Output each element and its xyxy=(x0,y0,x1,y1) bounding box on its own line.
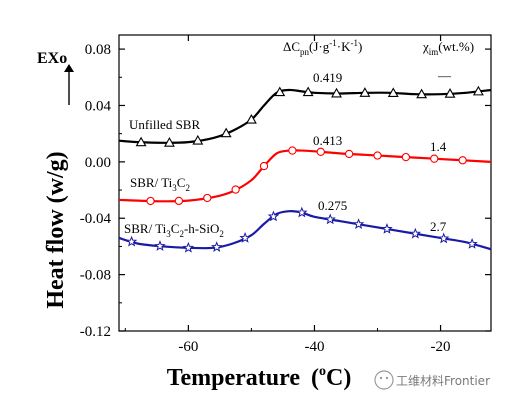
data-point xyxy=(146,196,155,206)
data-point xyxy=(231,185,240,194)
data-point xyxy=(444,88,456,98)
data-point xyxy=(472,85,484,96)
data-point xyxy=(324,213,336,225)
delta-cp-unfilled: 0.419 xyxy=(313,70,342,85)
data-point xyxy=(239,232,251,243)
data-point xyxy=(401,152,411,162)
data-point xyxy=(164,137,175,147)
data-point xyxy=(259,161,269,171)
data-point xyxy=(430,154,439,163)
chi-im-ti3c2-sio2: 2.7 xyxy=(430,219,447,234)
data-point xyxy=(416,88,428,99)
wechat-icon xyxy=(374,370,394,390)
data-point xyxy=(267,210,280,222)
y-tick-label: -0.08 xyxy=(80,268,111,284)
x-axis-title: Temperature xyxy=(167,365,301,391)
x-tick-label: -20 xyxy=(431,339,451,355)
data-point xyxy=(373,151,382,160)
y-tick-label: 0.04 xyxy=(85,98,112,114)
data-point xyxy=(344,149,354,159)
exo-arrow xyxy=(64,64,74,105)
data-point xyxy=(381,223,393,234)
data-point xyxy=(203,193,212,203)
exo-label: EXo xyxy=(37,50,67,67)
header-delta-cp: ΔCpn(J·g-1·K-1) xyxy=(283,38,362,57)
watermark: 工维材料Frontier xyxy=(374,370,490,390)
data-point xyxy=(331,87,342,98)
delta-cp-ti3c2: 0.413 xyxy=(313,133,342,148)
data-point xyxy=(288,146,297,155)
data-point xyxy=(438,232,450,244)
watermark-text: 工维材料Frontier xyxy=(396,374,490,388)
chi-im-unfilled: — xyxy=(437,68,452,83)
y-tick-label: 0.00 xyxy=(85,155,111,171)
data-point xyxy=(182,241,195,253)
x-axis-unit: (oC) xyxy=(311,364,351,391)
series-label-unfilled: Unfilled SBR xyxy=(129,117,200,132)
data-point xyxy=(154,240,166,251)
data-point xyxy=(458,156,467,165)
data-point xyxy=(466,237,478,249)
plot-frame xyxy=(118,34,492,332)
data-point xyxy=(125,235,138,247)
data-point xyxy=(409,227,422,239)
header-chi-im: χim(wt.%) xyxy=(422,39,474,57)
chi-im-ti3c2: 1.4 xyxy=(430,139,447,154)
y-tick-label: 0.08 xyxy=(85,42,111,58)
x-axis: -60 -40 -20 xyxy=(124,35,451,355)
data-point xyxy=(245,113,257,124)
data-point xyxy=(220,127,232,138)
data-point xyxy=(211,241,223,252)
delta-cp-ti3c2-sio2: 0.275 xyxy=(318,198,347,213)
data-point xyxy=(135,136,147,147)
data-point xyxy=(192,134,204,145)
y-tick-label: -0.04 xyxy=(80,211,112,227)
data-point xyxy=(316,147,325,156)
x-tick-label: -40 xyxy=(304,339,324,355)
data-point xyxy=(352,218,365,230)
data-point xyxy=(359,87,371,97)
data-point xyxy=(174,196,184,206)
y-axis: -0.12 -0.08 -0.04 0.00 0.04 0.08 xyxy=(80,42,491,340)
x-tick-label: -60 xyxy=(178,339,198,355)
series-label-ti3c2-sio2: SBR/ Ti3C2-h-SiO2 xyxy=(124,221,224,239)
data-point xyxy=(302,86,314,97)
series-line-0 xyxy=(118,88,492,144)
series-label-ti3c2: SBR/ Ti3C2 xyxy=(130,175,190,193)
markers-layer xyxy=(125,85,484,253)
y-tick-label: -0.12 xyxy=(80,324,111,340)
data-point xyxy=(296,206,308,218)
data-point xyxy=(387,87,399,98)
y-axis-title: Heat flow (w/g) xyxy=(43,151,69,308)
data-point xyxy=(274,86,286,97)
